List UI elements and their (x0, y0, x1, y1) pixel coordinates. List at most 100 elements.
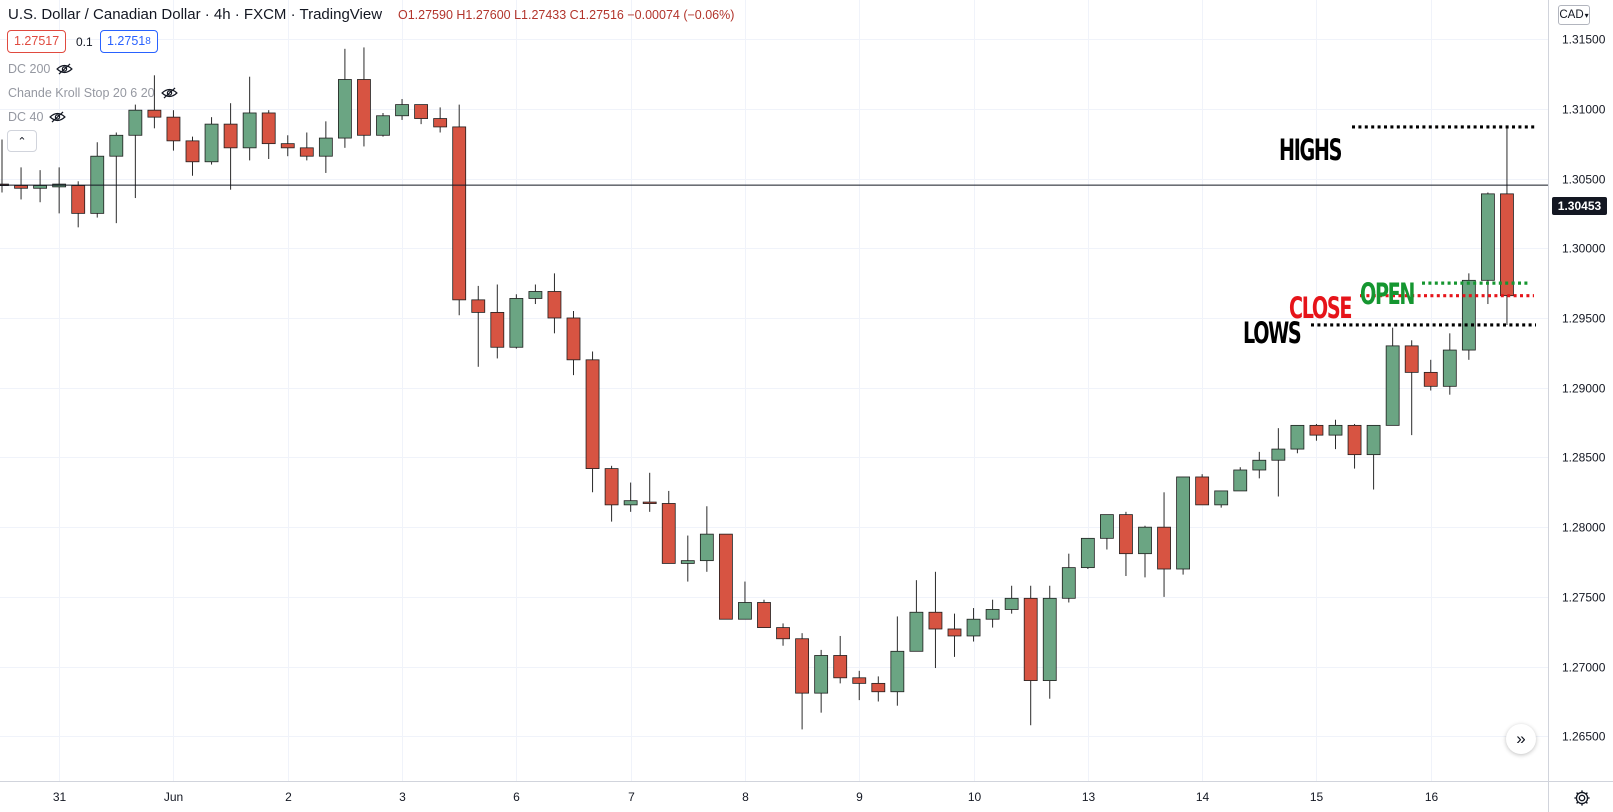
eye-off-icon[interactable] (56, 63, 74, 75)
candle[interactable] (261, 110, 276, 159)
candle[interactable] (509, 294, 524, 349)
candle[interactable] (318, 121, 333, 173)
gear-icon[interactable] (1573, 789, 1591, 807)
candle[interactable] (433, 107, 448, 133)
candle[interactable] (1195, 474, 1210, 506)
candle[interactable] (1080, 537, 1095, 570)
candle[interactable] (280, 135, 295, 157)
chart-title[interactable]: U.S. Dollar / Canadian Dollar · 4h · FXC… (8, 6, 383, 23)
ask-price-button[interactable]: 1.27518 (100, 30, 158, 53)
candle[interactable] (1366, 424, 1381, 490)
candle[interactable] (414, 104, 429, 125)
currency-select[interactable]: CAD ▾ (1558, 5, 1590, 25)
candle-body-up (814, 655, 829, 694)
candle[interactable] (395, 99, 409, 120)
bid-price-button[interactable]: 1.27517 (7, 30, 67, 53)
candle[interactable] (1290, 424, 1305, 454)
candle[interactable] (985, 599, 1000, 628)
candle[interactable] (1271, 428, 1286, 497)
time-tick-label: 13 (1082, 790, 1096, 804)
candle-body-down (585, 359, 600, 470)
candle[interactable] (547, 273, 562, 334)
candle[interactable] (928, 571, 943, 669)
candle[interactable] (795, 633, 809, 730)
candle[interactable] (1004, 585, 1019, 614)
candle[interactable] (776, 623, 790, 646)
candle[interactable] (109, 132, 124, 224)
candle[interactable] (1023, 585, 1038, 726)
candle[interactable] (947, 613, 962, 657)
candle[interactable] (1176, 476, 1190, 575)
candle[interactable] (1138, 525, 1152, 578)
candle[interactable] (357, 47, 371, 147)
candle[interactable] (90, 142, 105, 218)
candle[interactable] (1309, 423, 1324, 441)
candle[interactable] (566, 311, 581, 376)
candle[interactable] (738, 581, 752, 620)
candle[interactable] (204, 117, 219, 165)
candle[interactable] (1100, 514, 1114, 550)
candle[interactable] (1233, 467, 1248, 492)
candle[interactable] (52, 167, 67, 214)
candle-body-down (471, 299, 486, 313)
candle[interactable] (1347, 423, 1362, 469)
scroll-to-realtime-button[interactable]: » (1506, 724, 1536, 754)
candle[interactable] (852, 670, 867, 701)
candle[interactable] (242, 76, 257, 161)
candle[interactable] (299, 132, 314, 161)
candle[interactable] (376, 112, 390, 137)
candle[interactable] (33, 170, 47, 203)
candle[interactable] (833, 635, 848, 684)
candle-body-down (1404, 345, 1419, 373)
indicator-dc40[interactable]: DC 40 (8, 110, 67, 124)
eye-off-icon[interactable] (49, 111, 67, 123)
candle[interactable] (1481, 192, 1495, 305)
candle[interactable] (1061, 553, 1076, 603)
time-tick-label: 14 (1196, 790, 1210, 804)
candle[interactable] (1214, 490, 1229, 508)
candle[interactable] (1042, 585, 1057, 699)
collapse-legend-button[interactable]: ⌃ (7, 130, 37, 152)
candle[interactable] (71, 181, 86, 228)
candle[interactable] (1328, 419, 1343, 450)
candle[interactable] (490, 284, 505, 359)
candle[interactable] (128, 104, 143, 199)
indicator-dc200[interactable]: DC 200 (8, 62, 74, 76)
candle[interactable] (871, 676, 886, 702)
candle[interactable] (1385, 327, 1400, 426)
candle[interactable] (642, 472, 657, 512)
candle[interactable] (623, 482, 638, 512)
candle[interactable] (585, 351, 600, 493)
candle-body-up (890, 650, 905, 693)
candle[interactable] (604, 465, 619, 522)
candle[interactable] (452, 104, 467, 316)
candle[interactable] (147, 75, 162, 129)
candle[interactable] (719, 533, 733, 620)
candle[interactable] (14, 167, 28, 200)
candle[interactable] (1404, 340, 1419, 436)
candle[interactable] (1423, 359, 1438, 391)
indicator-chande-kroll[interactable]: Chande Kroll Stop 20 6 20 (8, 86, 178, 100)
candle[interactable] (680, 535, 695, 582)
candle[interactable] (966, 608, 981, 642)
candle[interactable] (223, 103, 238, 190)
candle[interactable] (1252, 451, 1267, 479)
candle[interactable] (166, 110, 181, 151)
candle[interactable] (185, 136, 200, 176)
eye-off-icon[interactable] (160, 87, 178, 99)
candle[interactable] (1157, 492, 1171, 597)
candle[interactable] (1461, 273, 1476, 360)
candle[interactable] (890, 616, 905, 706)
candle[interactable] (909, 580, 924, 652)
candle[interactable] (814, 649, 829, 713)
candle[interactable] (1442, 333, 1457, 395)
candle[interactable] (471, 285, 486, 367)
candle[interactable] (757, 599, 771, 628)
candle[interactable] (699, 506, 714, 572)
candle[interactable] (528, 284, 543, 305)
candle[interactable] (337, 48, 352, 148)
candle[interactable] (661, 490, 676, 564)
candle[interactable] (1500, 126, 1514, 325)
candle[interactable] (1119, 511, 1133, 576)
